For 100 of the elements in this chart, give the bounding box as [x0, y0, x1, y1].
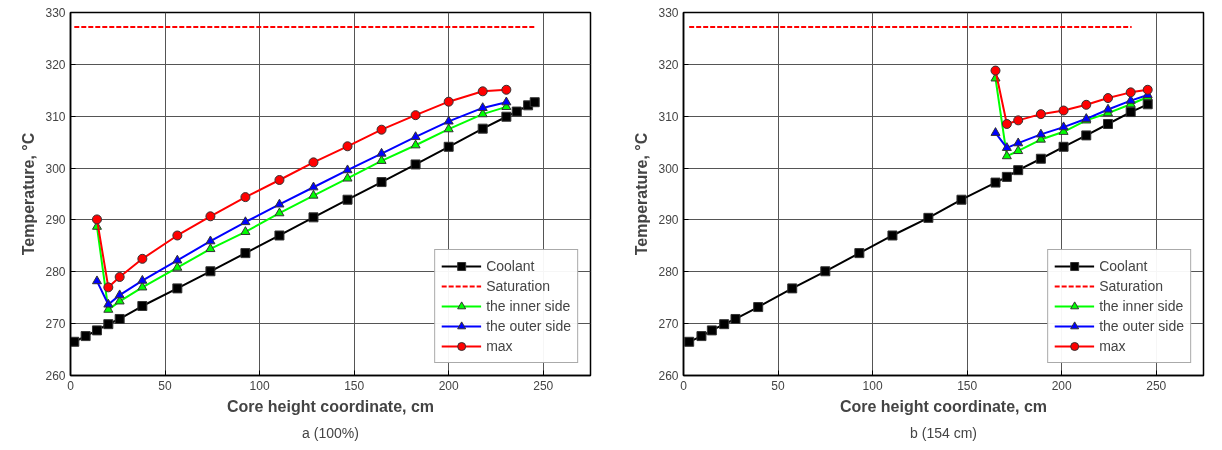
legend-label: max [1099, 338, 1126, 354]
legend-label: the outer side [1099, 318, 1184, 334]
point [854, 248, 865, 259]
point [172, 283, 183, 294]
point [205, 243, 216, 253]
legend-label: the outer side [486, 318, 571, 334]
point [501, 84, 512, 95]
point [103, 282, 114, 293]
x-axis-title: Core height coordinate, cm [226, 397, 435, 415]
point [205, 266, 216, 277]
y-tick-label: 330 [45, 6, 66, 20]
point [172, 230, 183, 241]
point [1103, 118, 1114, 129]
x-tick-label: 250 [1146, 378, 1167, 393]
text: a (100%) [302, 424, 359, 441]
point [730, 313, 741, 324]
point [410, 159, 421, 170]
y-axis-title: Temperature, °C [633, 132, 651, 256]
point [274, 198, 285, 208]
y-tick-label: 290 [45, 213, 66, 228]
x-tick-label: 0 [67, 378, 75, 393]
point [274, 230, 285, 241]
point [787, 283, 798, 294]
y-tick-label: 260 [658, 369, 679, 383]
x-tick-label: 150 [957, 378, 978, 393]
point [443, 96, 454, 107]
x-tick-label: 200 [1051, 378, 1073, 393]
point [240, 248, 251, 259]
y-tick-label: 270 [658, 317, 679, 332]
point [114, 289, 125, 299]
y-tick-label: 260 [45, 369, 66, 383]
point [240, 192, 251, 203]
point [308, 181, 319, 191]
point [1013, 115, 1024, 126]
legend-label: Saturation [1099, 278, 1163, 294]
point [501, 111, 512, 122]
point [137, 253, 148, 264]
point [706, 325, 717, 336]
point [240, 226, 251, 235]
y-tick-label: 300 [45, 161, 66, 176]
point [887, 230, 898, 241]
point [1081, 99, 1092, 110]
y-tick-label: 320 [45, 57, 66, 72]
point [103, 319, 114, 330]
point [1013, 165, 1024, 176]
point [342, 172, 353, 182]
x-tick-label: 50 [158, 378, 173, 393]
x-tick-label: 150 [344, 378, 365, 393]
x-tick-label: 200 [438, 378, 460, 393]
point [684, 336, 695, 347]
point [91, 275, 102, 285]
point [274, 207, 285, 217]
point [1125, 107, 1136, 118]
point [753, 302, 764, 313]
point [137, 301, 148, 312]
point [443, 141, 454, 152]
point [308, 157, 319, 168]
point [376, 124, 387, 135]
point [80, 331, 91, 342]
point [91, 214, 102, 225]
point [1035, 128, 1046, 138]
point [923, 212, 934, 223]
point [240, 216, 251, 226]
y-tick-label: 320 [658, 57, 679, 72]
point [477, 123, 488, 134]
point [137, 274, 148, 284]
point [1013, 145, 1024, 155]
y-tick-label: 310 [45, 109, 66, 124]
point [1081, 130, 1092, 141]
x-tick-label: 250 [533, 378, 554, 393]
point [990, 177, 1001, 188]
x-tick-label: 100 [862, 378, 883, 393]
point [342, 194, 353, 205]
y-tick-label: 270 [45, 317, 66, 332]
x-tick-label: 100 [249, 378, 270, 393]
point [114, 313, 125, 324]
point [719, 319, 730, 330]
point [1001, 171, 1012, 182]
point [1001, 119, 1012, 129]
point [1058, 141, 1069, 152]
point [1142, 99, 1153, 110]
y-tick-label: 300 [658, 161, 679, 176]
point [1125, 87, 1136, 98]
point [410, 131, 421, 141]
point [205, 211, 216, 222]
y-axis-title: Temperature, °C [20, 132, 38, 256]
y-tick-label: 330 [658, 6, 679, 20]
y-tick-label: 280 [45, 265, 66, 280]
point [172, 254, 183, 264]
point [956, 194, 967, 205]
point [308, 189, 319, 199]
point [376, 155, 387, 164]
point [274, 175, 285, 185]
y-tick-label: 290 [658, 213, 679, 228]
point [477, 102, 488, 112]
point [205, 235, 216, 245]
point [103, 298, 114, 308]
point [308, 212, 319, 223]
x-tick-label: 0 [680, 378, 688, 393]
point [990, 65, 1001, 76]
